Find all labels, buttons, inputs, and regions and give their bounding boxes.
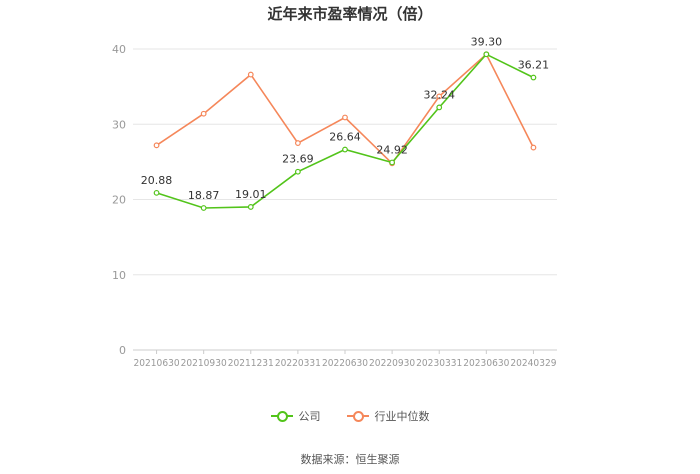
industry-median-data-point xyxy=(294,140,301,146)
company-data-label: 20.88 xyxy=(141,174,173,187)
data-source-note: 数据来源：恒生聚源 xyxy=(300,453,400,466)
y-tick-label: 10 xyxy=(112,269,126,282)
x-tick-label: 20230331 xyxy=(416,358,462,369)
industry-median-data-point xyxy=(200,110,207,117)
legend-item-company[interactable]: 公司 xyxy=(270,408,321,424)
company-data-label: 23.69 xyxy=(282,153,314,166)
company-data-label: 32.24 xyxy=(423,88,455,101)
industry-median-data-point xyxy=(153,142,160,149)
legend-label-industry-median: 行业中位数 xyxy=(374,410,430,423)
x-tick-label: 20230630 xyxy=(463,358,509,369)
company-data-point xyxy=(247,204,254,210)
x-tick-label: 20210630 xyxy=(134,358,180,369)
company-series-swatch-icon xyxy=(270,410,293,422)
x-tick-label: 20220331 xyxy=(275,358,321,369)
company-data-label: 36.21 xyxy=(518,59,550,72)
company-data-label: 24.92 xyxy=(376,143,408,156)
chart-title: 近年来市盈率情况（倍） xyxy=(267,5,433,23)
company-data-label: 39.30 xyxy=(471,35,503,48)
legend-label-company: 公司 xyxy=(298,410,321,423)
company-data-label: 18.87 xyxy=(188,189,220,202)
industry-median-data-point xyxy=(247,71,254,78)
company-data-point xyxy=(483,51,490,58)
company-data-point xyxy=(294,168,301,175)
company-data-point xyxy=(342,146,348,153)
legend: 公司 行业中位数 xyxy=(0,408,700,424)
company-data-point xyxy=(389,159,396,166)
company-data-point xyxy=(530,74,537,81)
company-data-point xyxy=(436,104,443,111)
y-tick-label: 40 xyxy=(112,43,126,56)
x-tick-label: 20211231 xyxy=(228,358,274,369)
x-tick-label: 20220630 xyxy=(322,358,368,369)
industry-median-data-point xyxy=(436,93,443,100)
y-tick-label: 30 xyxy=(112,118,126,131)
industry-median-data-point xyxy=(342,114,348,121)
y-tick-label: 0 xyxy=(119,344,126,357)
x-tick-label: 20210930 xyxy=(181,358,227,369)
x-tick-label: 20220930 xyxy=(369,358,415,369)
y-tick-label: 20 xyxy=(112,194,126,207)
legend-item-industry-median[interactable]: 行业中位数 xyxy=(346,408,430,424)
company-data-label: 19.01 xyxy=(235,188,267,201)
industry-series-swatch-icon xyxy=(346,410,369,422)
company-data-point xyxy=(153,189,160,196)
company-data-label: 26.64 xyxy=(329,131,361,144)
x-tick-label: 20240329 xyxy=(510,358,556,369)
company-data-point xyxy=(200,205,207,211)
industry-median-data-point xyxy=(530,144,537,151)
